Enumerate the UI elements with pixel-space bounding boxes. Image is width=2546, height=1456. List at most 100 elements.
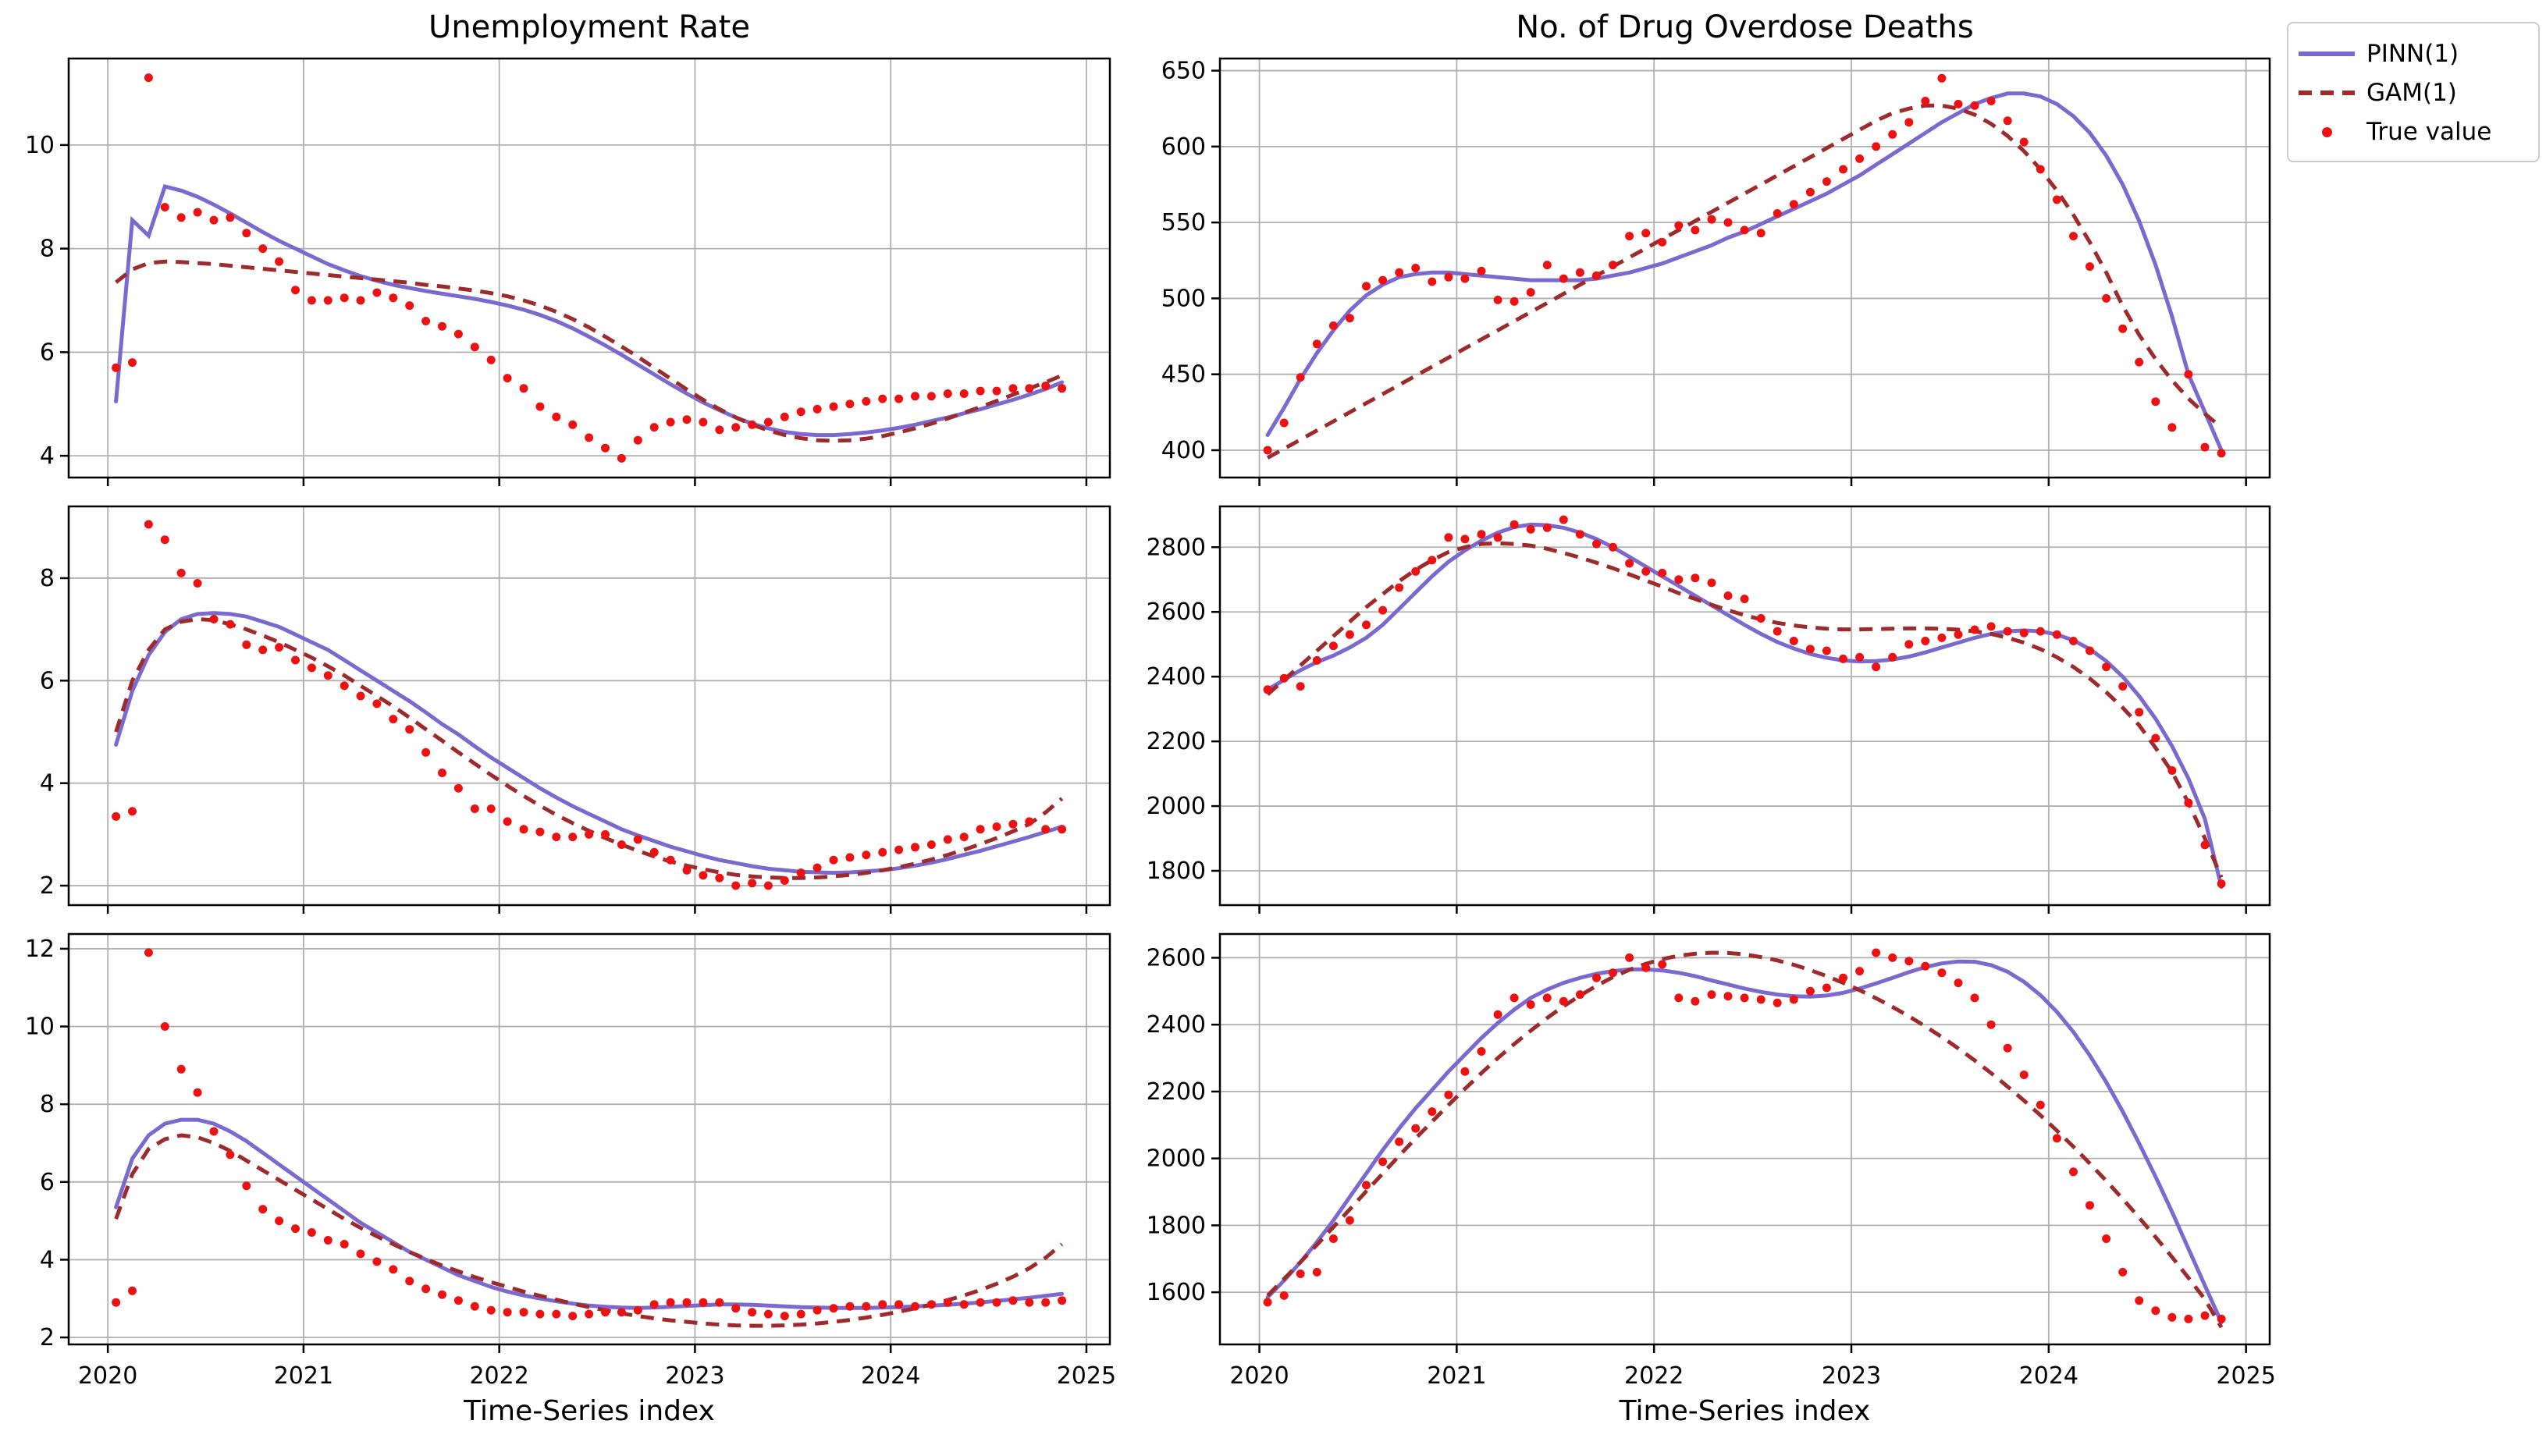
pinn-line [114,184,1065,438]
true-value-dot [926,840,936,849]
true-value-dot [323,671,332,680]
true-value-dot [226,213,235,222]
true-value-dot [242,1181,251,1191]
y-tick-label: 10 [25,132,55,159]
true-value-dot [144,948,153,957]
y-tick-label: 2800 [1147,534,1206,561]
true-value-dot [1707,578,1716,588]
true-value-dot [2184,370,2193,379]
true-value-dot [112,363,121,372]
true-value-dot [421,748,431,757]
true-value-dot [519,825,528,834]
true-value-dot [128,1286,137,1295]
true-value-dot [2151,733,2160,743]
true-value-dot [160,535,169,545]
true-value-dot [1986,1020,1996,1029]
true-value-dot [453,783,463,793]
true-value-dot [307,296,316,305]
true-value-dot [1888,652,1897,662]
true-value-dot [1362,620,1371,630]
true-value-dot [405,301,414,311]
true-value-dot [291,1224,300,1234]
y-tick-label: 2000 [1147,1145,1206,1173]
true-value-dot [372,1257,382,1266]
true-value-dot [862,851,871,860]
true-value-dot [291,655,300,665]
true-value-dot [748,420,757,429]
true-value-dot [112,811,121,821]
true-value-dot [1279,418,1289,428]
subplot-overdose-series-2: 1800 2000 2200 2400 2600 2800 [1147,505,2271,914]
true-value-dot [1477,1047,1486,1056]
true-value-dot [307,663,316,673]
x-axis-label-right: Time-Series index [1619,1395,1871,1427]
true-value-dot [1444,1090,1453,1099]
pinn-line [114,1117,1065,1310]
true-value-dot [176,213,186,222]
true-value-dot [503,817,512,826]
true-value-dot [1674,575,1684,584]
gam-line [1266,950,2224,1329]
true-value-dot [486,804,496,813]
true-value-dot [1609,542,1617,552]
true-value-dot [1058,384,1067,393]
true-value-dot [1312,655,1321,665]
true-value-dot [1756,995,1765,1004]
true-value-dot [1756,614,1765,623]
gam-dashed-line-icon [2296,91,2357,95]
true-value-dot [193,1088,202,1097]
true-value-dot [1312,339,1321,349]
true-value-dot [1904,957,1914,966]
true-value-dot [813,1305,822,1315]
true-value-dot [340,1240,349,1248]
true-value-dot [1542,523,1552,532]
true-value-dot [160,1022,169,1031]
axes-spines [1218,505,2271,907]
true-value-dot [1970,993,1979,1003]
true-value-dot [731,881,741,890]
true-value-dot [1460,274,1470,283]
true-value-dot [1723,992,1733,1001]
true-value-dot [780,1312,789,1321]
true-value-dot [1362,282,1371,291]
true-value-dot [682,1298,692,1307]
true-value-dot [1970,625,1979,634]
true-value-dot [453,329,463,339]
true-value-dot [2086,1201,2094,1210]
true-value-dot [2003,627,2012,636]
true-value-dot [1493,533,1502,542]
true-value-dot [1559,274,1568,283]
pinn-line [1265,959,2224,1325]
true-value-dot [1575,990,1584,1000]
true-value-dot [1460,534,1470,544]
true-value-dot [453,1296,463,1305]
y-tick-label: 1800 [1147,1212,1206,1239]
true-value-dot [1937,633,1947,642]
true-value-dot [715,1298,724,1307]
x-tick-label: 2021 [274,1362,333,1390]
true-value-dot [748,1308,757,1317]
y-tick-label: 8 [40,236,55,263]
legend: PINN(1) GAM(1) True value [2287,22,2540,162]
true-value-dot [535,402,545,411]
true-value-dot [323,1236,332,1245]
true-value-dot [649,1300,659,1309]
true-value-dot [486,1305,496,1315]
subplot-unemployment-series-3: 2020 2021 2022 2023 2024 2025 2 4 6 8 10 12 [25,932,1116,1390]
true-value-dot [2086,646,2094,655]
true-value-dot [601,443,610,453]
true-value-dot [829,402,838,411]
true-value-dot [1025,384,1034,393]
true-value-dot [617,1308,626,1317]
true-value-dot [1707,990,1716,1000]
y-tick-label: 2200 [1147,728,1206,755]
true-value-dot [1789,200,1798,209]
true-value-dot [585,1309,594,1319]
subplot-unemployment-series-1: 4 6 8 10 [25,57,1111,486]
true-value-dot [2069,1167,2078,1177]
true-value-dot [1625,953,1634,962]
true-value-dot [1723,591,1733,600]
true-value-dot [356,296,365,305]
